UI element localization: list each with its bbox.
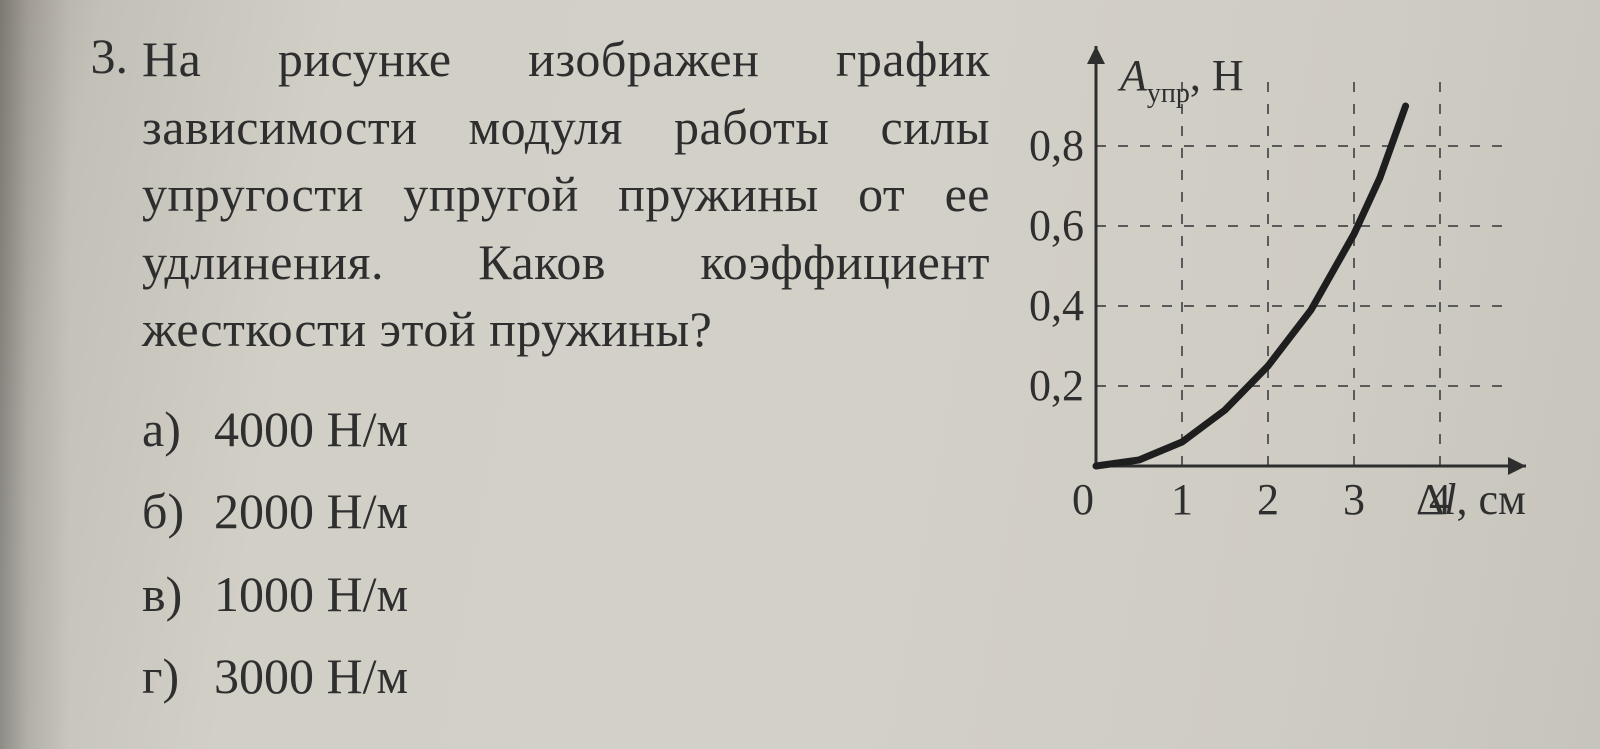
y-tick-label: 0,4 xyxy=(1029,281,1084,330)
chart-svg: 0,20,40,60,801234Aупр, НΔl, см xyxy=(1000,26,1560,526)
y-axis-arrow-icon xyxy=(1087,46,1105,64)
x-tick-label: 1 xyxy=(1171,475,1193,524)
answer-label: б) xyxy=(142,470,198,553)
answer-option: в) 1000 Н/м xyxy=(142,553,990,636)
x-tick-label: 2 xyxy=(1257,475,1279,524)
question-number: 3. xyxy=(80,26,128,86)
answer-label: г) xyxy=(142,635,198,718)
x-axis-arrow-icon xyxy=(1508,457,1526,475)
y-axis-label: Aупр, Н xyxy=(1117,51,1244,109)
answer-option: б) 2000 Н/м xyxy=(142,470,990,553)
origin-label: 0 xyxy=(1072,475,1094,524)
answer-label: а) xyxy=(142,388,198,471)
x-tick-label: 3 xyxy=(1343,475,1365,524)
answer-value: 4000 Н/м xyxy=(214,388,408,471)
question-text: На рисунке изображен гра­фик зависимости… xyxy=(142,26,990,364)
page: 3. На рисунке изображен гра­фик зависимо… xyxy=(80,20,1560,718)
y-tick-label: 0,8 xyxy=(1029,121,1084,170)
chart-area: 0,20,40,60,801234Aупр, НΔl, см xyxy=(1000,20,1560,526)
answer-label: в) xyxy=(142,553,198,636)
answer-value: 2000 Н/м xyxy=(214,470,408,553)
answer-option: г) 3000 Н/м xyxy=(142,635,990,718)
text-column: 3. На рисунке изображен гра­фик зависимо… xyxy=(80,20,990,718)
y-tick-label: 0,2 xyxy=(1029,361,1084,410)
answer-option: а) 4000 Н/м xyxy=(142,388,990,471)
answer-list: а) 4000 Н/м б) 2000 Н/м в) 1000 Н/м г) 3… xyxy=(142,388,990,718)
question-row: 3. На рисунке изображен гра­фик зависимо… xyxy=(80,26,990,364)
answer-value: 1000 Н/м xyxy=(214,553,408,636)
y-tick-label: 0,6 xyxy=(1029,201,1084,250)
chart-curve xyxy=(1096,106,1406,466)
answer-value: 3000 Н/м xyxy=(214,635,408,718)
x-axis-label: Δl, см xyxy=(1416,475,1526,524)
